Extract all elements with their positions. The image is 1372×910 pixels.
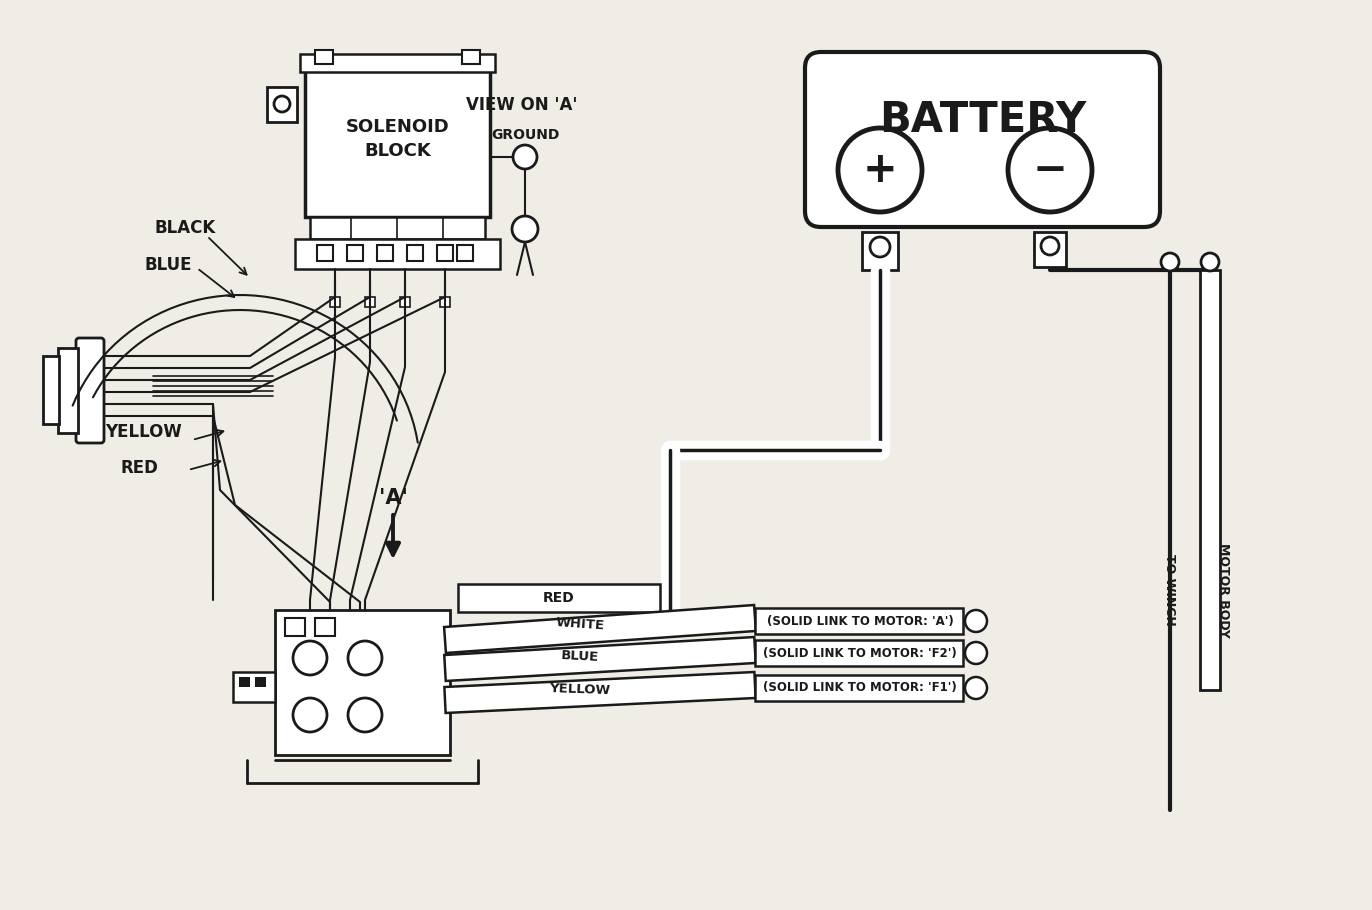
Text: +: + xyxy=(863,149,897,191)
Bar xyxy=(295,239,499,269)
Bar xyxy=(440,297,450,307)
Bar xyxy=(438,245,453,261)
Bar xyxy=(268,87,296,122)
Bar xyxy=(401,297,410,307)
Circle shape xyxy=(965,642,986,664)
Circle shape xyxy=(274,96,289,112)
Circle shape xyxy=(838,128,922,212)
Bar xyxy=(755,640,963,666)
Circle shape xyxy=(294,641,327,675)
Text: YELLOW: YELLOW xyxy=(106,423,181,441)
Circle shape xyxy=(512,216,538,242)
Text: 'A': 'A' xyxy=(379,488,407,508)
Text: BLUE: BLUE xyxy=(561,649,600,663)
Text: BLOCK: BLOCK xyxy=(364,143,431,160)
Text: GROUND: GROUND xyxy=(491,128,560,142)
Text: VIEW ON 'A': VIEW ON 'A' xyxy=(466,96,578,114)
Text: BLUE: BLUE xyxy=(145,256,192,274)
Text: RED: RED xyxy=(119,459,158,477)
Circle shape xyxy=(348,641,381,675)
Bar xyxy=(407,245,423,261)
Bar xyxy=(755,675,963,701)
Text: WHITE: WHITE xyxy=(556,616,605,632)
Circle shape xyxy=(1161,253,1179,271)
Bar xyxy=(1200,270,1220,690)
Bar xyxy=(462,50,480,64)
Polygon shape xyxy=(445,637,756,681)
Bar xyxy=(755,608,963,634)
Text: (SOLID LINK TO MOTOR: 'F2'): (SOLID LINK TO MOTOR: 'F2') xyxy=(763,646,956,660)
Bar xyxy=(317,245,333,261)
Bar xyxy=(862,232,899,270)
Bar xyxy=(377,245,392,261)
Bar xyxy=(316,50,333,64)
Circle shape xyxy=(1008,128,1092,212)
Text: (SOLID LINK TO MOTOR: 'F1'): (SOLID LINK TO MOTOR: 'F1') xyxy=(763,682,956,694)
Bar xyxy=(331,297,340,307)
Bar xyxy=(365,297,375,307)
Bar xyxy=(274,610,450,755)
Bar xyxy=(285,618,305,636)
Polygon shape xyxy=(445,605,756,653)
Bar xyxy=(239,677,250,687)
Text: SOLENOID: SOLENOID xyxy=(346,118,450,136)
Bar xyxy=(458,584,660,612)
Circle shape xyxy=(965,677,986,699)
Circle shape xyxy=(870,237,890,257)
Text: BATTERY: BATTERY xyxy=(879,99,1087,141)
Bar xyxy=(305,62,490,217)
Circle shape xyxy=(513,145,536,169)
FancyBboxPatch shape xyxy=(805,52,1159,227)
Circle shape xyxy=(965,610,986,632)
Bar xyxy=(43,356,59,424)
Polygon shape xyxy=(445,672,756,713)
Text: RED: RED xyxy=(543,591,575,605)
Bar xyxy=(457,245,473,261)
Text: YELLOW: YELLOW xyxy=(549,682,611,698)
Bar xyxy=(316,618,335,636)
Bar xyxy=(300,54,495,72)
Text: BLACK: BLACK xyxy=(155,219,217,237)
Circle shape xyxy=(294,698,327,732)
Bar xyxy=(58,348,78,433)
Text: TO WINCH: TO WINCH xyxy=(1163,554,1177,626)
Text: MOTOR BODY: MOTOR BODY xyxy=(1217,542,1231,637)
Bar xyxy=(255,677,266,687)
Bar xyxy=(310,217,484,239)
Bar xyxy=(347,245,364,261)
Circle shape xyxy=(348,698,381,732)
FancyBboxPatch shape xyxy=(75,338,104,443)
Bar xyxy=(1034,232,1066,267)
Circle shape xyxy=(1200,253,1218,271)
Text: (SOLID LINK TO MOTOR: 'A'): (SOLID LINK TO MOTOR: 'A') xyxy=(767,614,954,628)
Bar xyxy=(233,672,274,702)
Text: −: − xyxy=(1033,149,1067,191)
Circle shape xyxy=(1041,237,1059,255)
